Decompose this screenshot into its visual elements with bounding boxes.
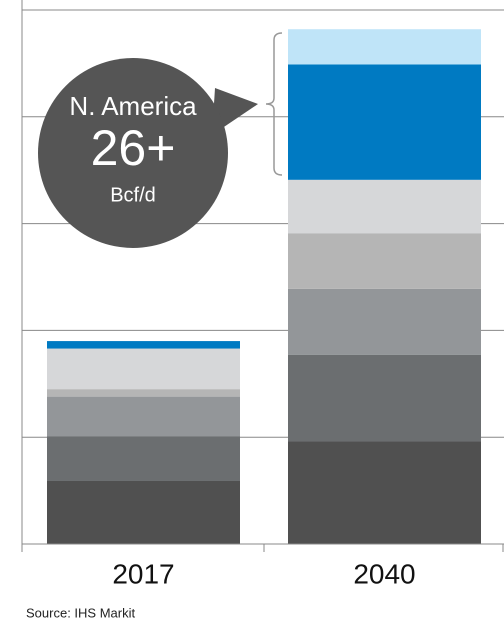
bar-segment	[47, 348, 240, 390]
callout-unit: Bcf/d	[110, 184, 156, 206]
bar-segment	[288, 64, 481, 180]
bar-segment	[47, 436, 240, 481]
bar-segment	[47, 341, 240, 349]
bar-segment	[288, 29, 481, 65]
callout-region: N. America	[69, 91, 197, 121]
bar-segment	[288, 179, 481, 234]
bar-segment	[47, 389, 240, 397]
brace	[265, 32, 283, 176]
bars	[47, 29, 481, 544]
bar-segment	[288, 288, 481, 355]
x-tick-label: 2040	[353, 558, 415, 589]
bar-segment	[288, 233, 481, 289]
bar-segment	[47, 396, 240, 437]
callout-circle	[38, 58, 228, 248]
bar-segment	[288, 441, 481, 544]
x-tick-label: 2017	[112, 558, 174, 589]
bar-segment	[288, 354, 481, 442]
callout-pointer	[212, 88, 258, 135]
bar-segment	[47, 480, 240, 544]
source: Source: IHS Markit	[26, 605, 135, 620]
callout-value: 26+	[91, 120, 176, 176]
